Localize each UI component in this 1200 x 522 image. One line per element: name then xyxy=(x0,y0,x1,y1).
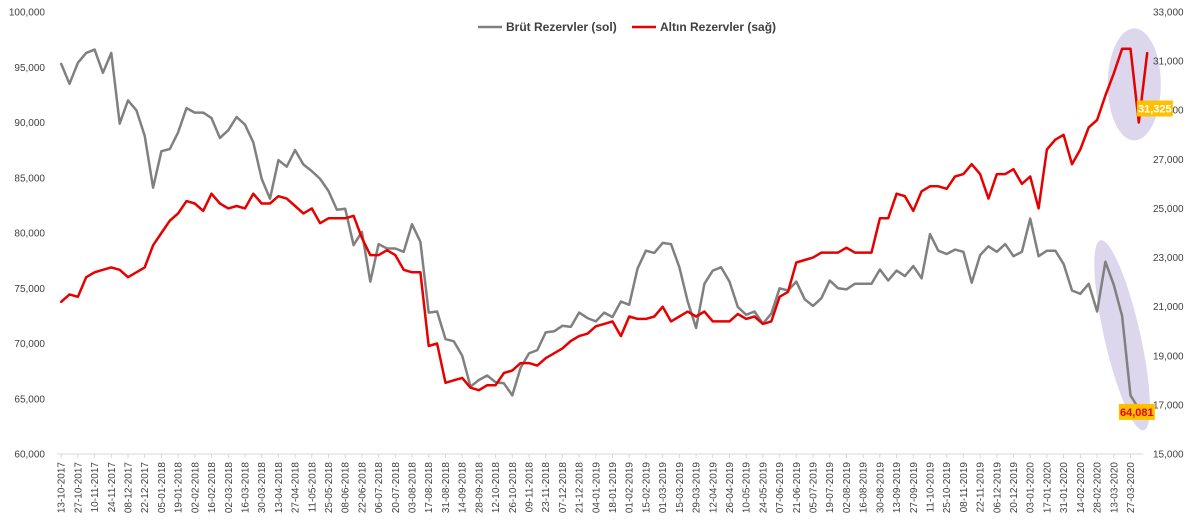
x-tick-label: 12-10-2018 xyxy=(491,462,502,514)
x-tick-label: 24-11-2017 xyxy=(107,462,118,513)
x-tick-label: 01-02-2019 xyxy=(625,462,636,514)
y-right-tick-label: 25,000 xyxy=(1153,204,1184,215)
y-right-tick-label: 19,000 xyxy=(1153,351,1184,362)
x-tick-label: 21-12-2018 xyxy=(575,462,586,514)
legend-label-brut: Brüt Rezervler (sol) xyxy=(506,20,617,34)
y-right-tick-label: 17,000 xyxy=(1153,400,1184,411)
y-left-tick-label: 90,000 xyxy=(14,118,45,129)
x-tick-label: 10-05-2019 xyxy=(742,462,753,514)
badge-layer: 31,325 64,081 xyxy=(1118,100,1173,420)
x-tick-label: 13-09-2019 xyxy=(892,462,903,514)
y-right-tick-label: 27,000 xyxy=(1153,155,1184,166)
badge-altin-last-value-bg xyxy=(1136,100,1173,117)
x-tick-label: 19-01-2018 xyxy=(174,462,185,514)
y-left-tick-label: 85,000 xyxy=(14,173,45,184)
x-tick-label: 14-02-2020 xyxy=(1076,462,1087,514)
y-left-tick-label: 100,000 xyxy=(9,8,46,19)
series-line-brut-rezervler xyxy=(59,48,1141,411)
x-tick-label: 11-10-2019 xyxy=(925,462,936,513)
x-tick-label: 06-12-2019 xyxy=(992,462,1003,514)
x-tick-label: 28-09-2018 xyxy=(474,462,485,514)
x-tick-label: 11-05-2018 xyxy=(307,462,318,513)
y-left-tick-label: 60,000 xyxy=(14,450,45,461)
series-line-altin-rezervler xyxy=(59,47,1149,392)
axis-layer: 60,000 65,000 70,000 75,000 80,000 85,000 90,0… xyxy=(9,8,1184,514)
x-tick-label: 22-11-2019 xyxy=(976,462,987,513)
x-tick-label: 16-02-2018 xyxy=(207,462,218,514)
x-tick-label: 20-07-2018 xyxy=(391,462,402,514)
x-tick-label: 17-08-2018 xyxy=(424,462,435,514)
x-tick-label: 02-08-2019 xyxy=(842,462,853,514)
x-tick-label: 07-12-2018 xyxy=(558,462,569,514)
x-tick-label: 05-01-2018 xyxy=(157,462,168,514)
x-tick-label: 12-04-2019 xyxy=(708,462,719,514)
y-right-tick-label: 33,000 xyxy=(1153,8,1184,19)
x-tick-label: 08-06-2018 xyxy=(341,462,352,514)
x-tick-label: 03-01-2020 xyxy=(1026,462,1037,514)
y-left-tick-label: 65,000 xyxy=(14,394,45,405)
x-tick-label: 06-07-2018 xyxy=(374,462,385,514)
x-tick-label: 27-04-2018 xyxy=(291,462,302,514)
x-tick-label: 15-02-2019 xyxy=(641,462,652,514)
x-tick-label: 01-03-2019 xyxy=(658,462,669,514)
y-right-tick-label: 15,000 xyxy=(1153,450,1184,461)
x-tick-label: 30-03-2018 xyxy=(257,462,268,514)
x-tick-label: 24-05-2019 xyxy=(758,462,769,514)
x-tick-label: 05-07-2019 xyxy=(809,462,820,514)
x-tick-label: 07-06-2019 xyxy=(775,462,786,514)
highlight-ellipse-gross xyxy=(1094,240,1150,431)
x-tick-label: 18-01-2019 xyxy=(608,462,619,514)
x-tick-label: 08-11-2019 xyxy=(959,462,970,513)
badge-brut-last-value-bg xyxy=(1118,403,1155,420)
x-tick-label: 27-10-2017 xyxy=(73,462,84,514)
x-tick-label: 27-09-2019 xyxy=(909,462,920,514)
x-tick-label: 30-08-2019 xyxy=(875,462,886,514)
x-tick-label: 25-05-2018 xyxy=(324,462,335,514)
badge-brut-last-value: 64,081 xyxy=(1120,407,1154,419)
x-tick-label: 23-11-2018 xyxy=(541,462,552,513)
y-left-tick-label: 95,000 xyxy=(14,63,45,74)
x-tick-label: 29-03-2019 xyxy=(692,462,703,514)
y-right-tick-label: 31,000 xyxy=(1153,57,1184,68)
x-tick-label: 03-08-2018 xyxy=(408,462,419,514)
badge-altin-last-value: 31,325 xyxy=(1138,104,1172,116)
x-tick-label: 31-01-2020 xyxy=(1059,462,1070,514)
x-tick-label: 16-03-2018 xyxy=(240,462,251,514)
x-tick-label: 08-12-2017 xyxy=(124,462,135,514)
x-tick-label: 02-02-2018 xyxy=(190,462,201,514)
legend: Brüt Rezervler (sol) Altın Rezervler (sağ… xyxy=(478,20,776,34)
y-left-tick-label: 75,000 xyxy=(14,284,45,295)
y-right-tick-label: 21,000 xyxy=(1153,302,1184,313)
x-tick-label: 14-09-2018 xyxy=(458,462,469,514)
series-layer xyxy=(59,47,1149,411)
x-tick-label: 27-03-2020 xyxy=(1126,462,1137,514)
x-tick-label: 21-06-2019 xyxy=(792,462,803,514)
x-tick-label: 10-11-2017 xyxy=(90,462,101,513)
x-tick-label: 13-04-2018 xyxy=(274,462,285,514)
x-tick-label: 31-08-2018 xyxy=(441,462,452,514)
y-left-tick-label: 80,000 xyxy=(14,229,45,240)
x-tick-label: 13-10-2017 xyxy=(57,462,68,514)
x-tick-label: 22-12-2017 xyxy=(140,462,151,514)
legend-label-altin: Altın Rezervler (sağ) xyxy=(660,20,776,34)
highlight-layer xyxy=(1094,28,1161,431)
x-tick-label: 15-03-2019 xyxy=(675,462,686,514)
y-right-tick-label: 23,000 xyxy=(1153,253,1184,264)
x-tick-label: 22-06-2018 xyxy=(357,462,368,514)
x-tick-label: 09-11-2018 xyxy=(524,462,535,513)
x-tick-label: 25-10-2019 xyxy=(942,462,953,514)
x-tick-label: 19-07-2019 xyxy=(825,462,836,514)
x-tick-label: 02-03-2018 xyxy=(224,462,235,514)
x-tick-label: 20-12-2019 xyxy=(1009,462,1020,514)
x-tick-label: 16-08-2019 xyxy=(859,462,870,514)
x-tick-label: 04-01-2019 xyxy=(591,462,602,514)
y-left-tick-label: 70,000 xyxy=(14,339,45,350)
x-tick-label: 28-02-2020 xyxy=(1093,462,1104,514)
x-tick-label: 26-04-2019 xyxy=(725,462,736,514)
x-tick-label: 13-03-2020 xyxy=(1109,462,1120,514)
x-tick-label: 17-01-2020 xyxy=(1042,462,1053,514)
x-tick-label: 26-10-2018 xyxy=(508,462,519,514)
